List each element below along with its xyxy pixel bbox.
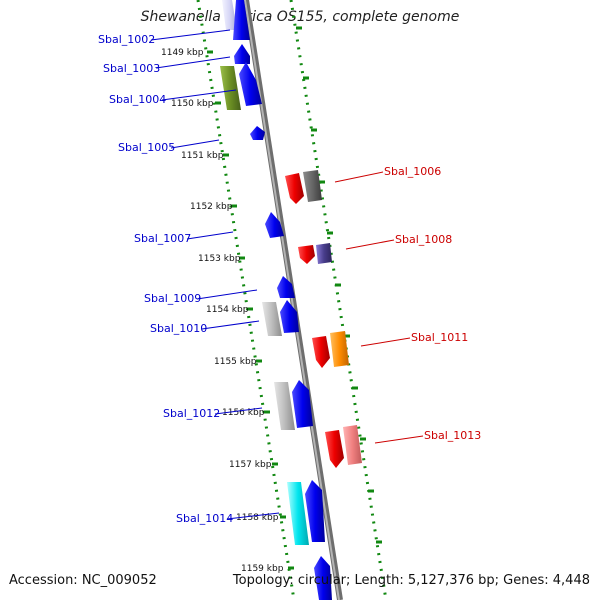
inner-genes [220,0,332,600]
gene-block[interactable] [274,382,295,430]
kbp-label: 1153 kbp [198,254,241,264]
gene-label-sbal-1012[interactable]: Sbal_1012 [163,407,220,420]
kbp-label: 1158 kbp [236,513,279,523]
accession-text: Accession: NC_009052 [9,573,157,588]
gene-label-sbal-1013[interactable]: Sbal_1013 [424,429,481,442]
gene-arrow[interactable] [314,556,332,600]
gene-arrow[interactable] [239,62,262,106]
kbp-label: 1159 kbp [241,564,284,574]
gene-arrow[interactable] [280,300,299,333]
kbp-label: 1149 kbp [161,48,204,58]
gene-arrow[interactable] [298,245,315,264]
kbp-label: 1151 kbp [181,151,224,161]
gene-block[interactable] [303,170,322,202]
kbp-label: 1155 kbp [214,357,257,367]
map-title: Shewanella baltica OS155, complete genom… [140,9,460,25]
gene-label-sbal-1009[interactable]: Sbal_1009 [144,292,201,305]
gene-label-sbal-1007[interactable]: Sbal_1007 [134,232,191,245]
inner-track-ticks [207,50,294,570]
gene-label-sbal-1008[interactable]: Sbal_1008 [395,233,452,246]
gene-block[interactable] [222,0,237,30]
gene-block[interactable] [343,425,362,465]
gene-label-sbal-1006[interactable]: Sbal_1006 [384,165,441,178]
gene-arrow[interactable] [233,0,250,40]
gene-label-sbal-1005[interactable]: Sbal_1005 [118,141,175,154]
gene-arrow[interactable] [292,380,313,428]
forward-leader-lines [150,29,280,520]
gene-arrow[interactable] [277,276,295,298]
gene-block[interactable] [220,66,241,110]
gene-block[interactable] [262,302,282,336]
kbp-label: 1150 kbp [171,99,214,109]
gene-arrow[interactable] [325,430,344,468]
gene-arrow[interactable] [234,44,250,64]
gene-label-sbal-1011[interactable]: Sbal_1011 [411,331,468,344]
genome-summary-text: Topology: circular; Length: 5,127,376 bp… [232,573,590,588]
kbp-label: 1157 kbp [229,460,272,470]
gene-label-sbal-1004[interactable]: Sbal_1004 [109,93,166,106]
outer-track-ticks [296,26,382,544]
gene-block[interactable] [287,482,309,545]
gene-block[interactable] [330,331,349,367]
gene-arrow[interactable] [312,336,330,368]
gene-label-sbal-1002[interactable]: Sbal_1002 [98,33,155,46]
kbp-label: 1152 kbp [190,202,233,212]
gene-block[interactable] [316,243,332,264]
gene-label-sbal-1010[interactable]: Sbal_1010 [150,322,207,335]
outer-genes [285,170,362,468]
gene-label-sbal-1003[interactable]: Sbal_1003 [103,62,160,75]
gene-arrow[interactable] [250,126,265,140]
reverse-leader-lines [334,171,424,444]
kbp-label: 1156 kbp [222,408,265,418]
gene-label-sbal-1014[interactable]: Sbal_1014 [176,512,233,525]
outer-track [289,0,388,600]
gene-arrow[interactable] [265,212,284,238]
gene-arrow[interactable] [305,480,325,542]
kbp-label: 1154 kbp [206,305,249,315]
gene-arrow[interactable] [285,173,304,204]
